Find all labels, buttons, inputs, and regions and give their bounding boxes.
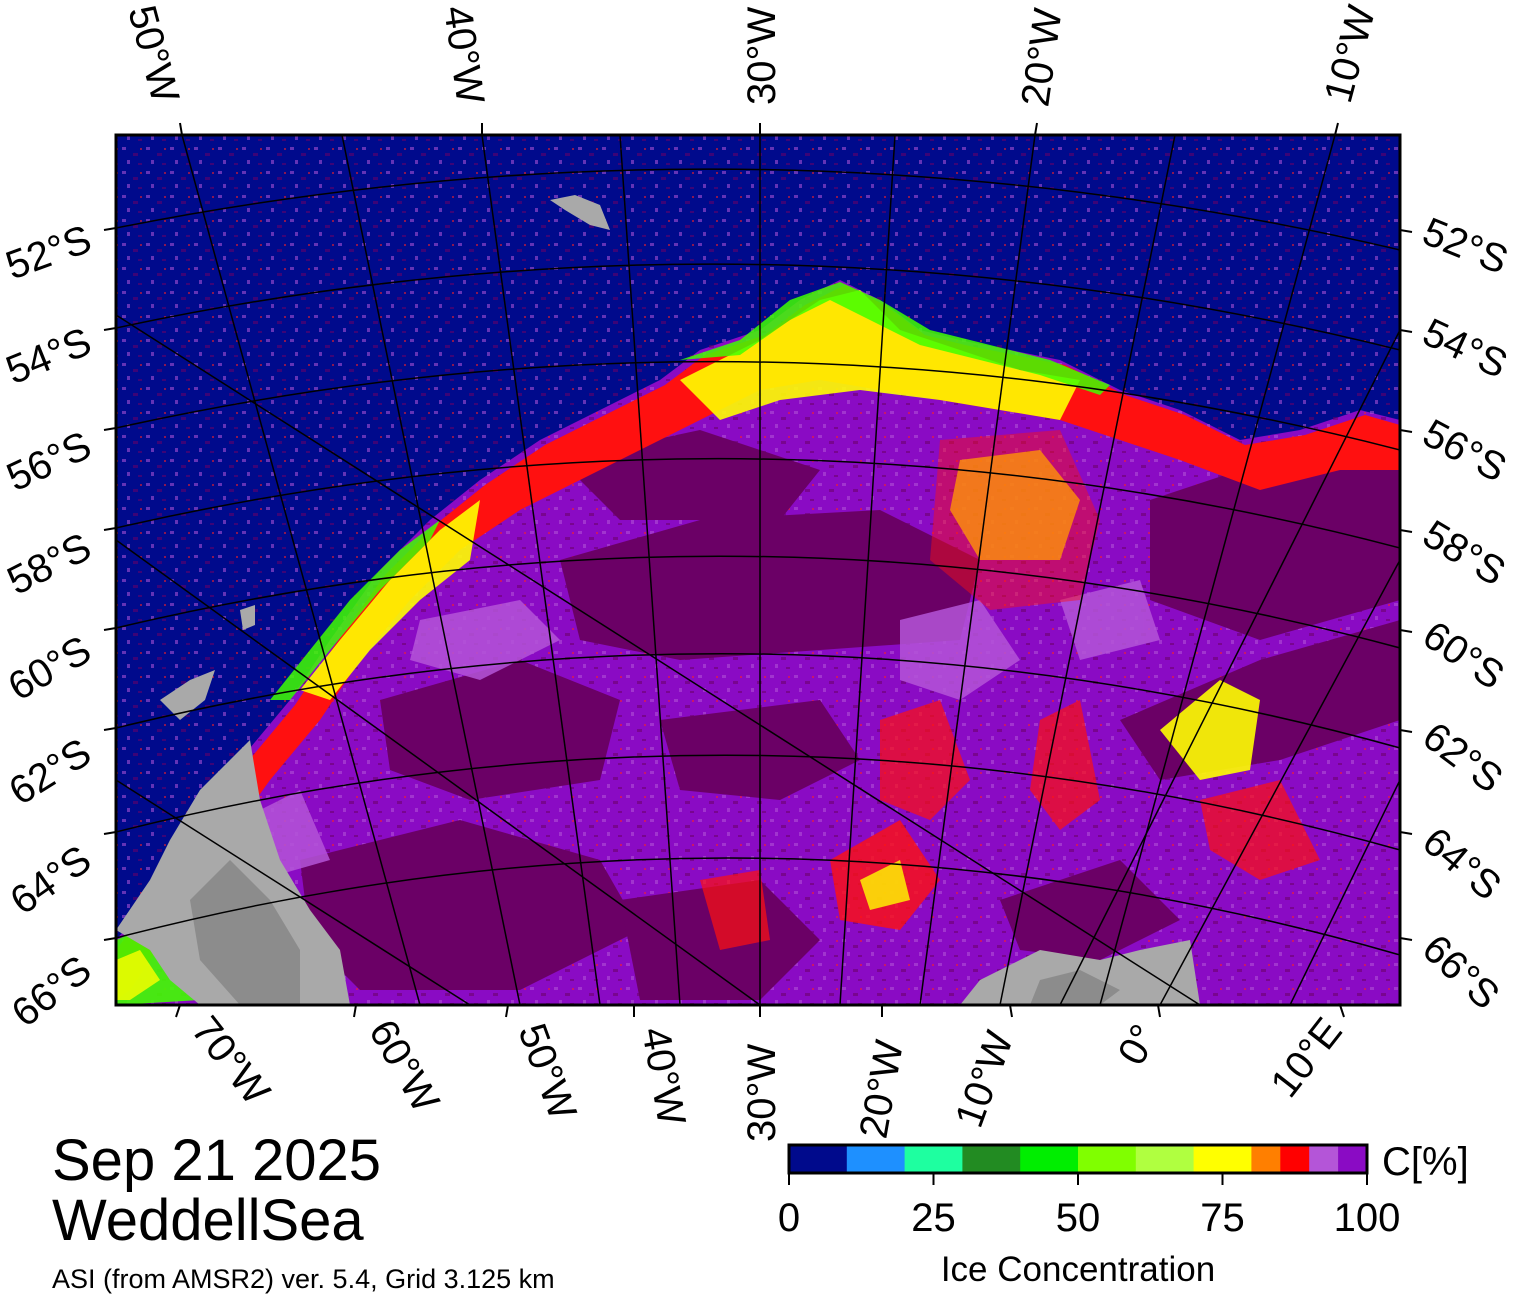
bottom-lon-label: 20°W xyxy=(852,1037,912,1142)
left-lat-label: 66°S xyxy=(4,947,100,1035)
right-lat-label: 58°S xyxy=(1415,512,1512,595)
bottom-lon-label: 40°W xyxy=(633,1024,693,1129)
top-lon-label: 50°W xyxy=(119,1,187,108)
colorbar-cell xyxy=(904,1145,963,1173)
bottom-lon-label: 50°W xyxy=(510,1018,585,1126)
right-lat-label: 62°S xyxy=(1415,714,1511,802)
colorbar-cell xyxy=(1020,1145,1079,1173)
frame-ticks xyxy=(103,122,1413,1018)
colorbar-tick-label: 25 xyxy=(911,1196,956,1240)
left-lat-label: 64°S xyxy=(3,837,100,923)
colorbar-tick-label: 0 xyxy=(777,1196,801,1240)
top-lon-label: 20°W xyxy=(1013,6,1070,110)
map-field xyxy=(116,135,1400,1005)
left-lat-label: 60°S xyxy=(1,628,98,710)
top-lon-label: 10°W xyxy=(1316,1,1384,108)
bottom-lon-label: 70°W xyxy=(183,1008,278,1113)
right-lat-label: 52°S xyxy=(1417,210,1514,283)
right-lat-label: 56°S xyxy=(1416,411,1514,491)
colorbar-cell xyxy=(1078,1145,1137,1173)
left-lat-label: 62°S xyxy=(2,730,99,814)
colorbar xyxy=(789,1145,1368,1173)
bottom-lon-label: 60°W xyxy=(360,1013,447,1120)
right-lat-label: 54°S xyxy=(1416,310,1514,387)
colorbar-cell xyxy=(1280,1145,1310,1173)
colorbar-cell xyxy=(1193,1145,1252,1173)
product-note: ASI (from AMSR2) ver. 5.4, Grid 3.125 km xyxy=(52,1264,555,1294)
meridian-lines xyxy=(116,135,1400,1005)
map-region: WeddellSea xyxy=(52,1188,364,1253)
ice-edge xyxy=(116,282,1400,1005)
colorbar-cell xyxy=(1251,1145,1281,1173)
colorbar-cell xyxy=(1309,1145,1339,1173)
colorbar-ticks xyxy=(788,1173,1368,1185)
left-lat-label: 58°S xyxy=(0,525,98,604)
left-lat-label: 54°S xyxy=(0,320,97,393)
colorbar-cell xyxy=(789,1145,848,1173)
right-lat-label: 60°S xyxy=(1415,613,1512,698)
colorbar-cell xyxy=(1338,1145,1368,1173)
top-longitude-labels: 50°W 40°W 30°W 20°W 10°W xyxy=(119,1,1384,109)
right-latitude-labels: 52°S 54°S 56°S 58°S 60°S 62°S 64°S 66°S xyxy=(1414,210,1514,1018)
left-latitude-labels: 52°S 54°S 56°S 58°S 60°S 62°S 64°S 66°S xyxy=(0,217,99,1036)
loose-ice xyxy=(240,580,1160,880)
latitude-lines xyxy=(116,168,1400,956)
bottom-lon-label: 10°W xyxy=(947,1025,1022,1133)
colorbar-cell xyxy=(1135,1145,1195,1173)
top-lon-label: 40°W xyxy=(435,3,492,107)
right-lat-label: 64°S xyxy=(1414,819,1509,909)
left-lat-label: 52°S xyxy=(0,217,97,288)
colorbar-tick-label: 75 xyxy=(1200,1196,1245,1240)
bottom-lon-label: 30°W xyxy=(740,1044,784,1142)
bottom-longitude-labels: 70°W 60°W 50°W 40°W 30°W 20°W 10°W 0° 10… xyxy=(183,1008,1351,1142)
colorbar-unit: C[%] xyxy=(1382,1140,1469,1184)
bottom-lon-label: 0° xyxy=(1110,1017,1167,1072)
colorbar-tick-label: 50 xyxy=(1055,1196,1101,1240)
colorbar-cell xyxy=(846,1145,906,1173)
colorbar-cell xyxy=(962,1145,1021,1173)
bottom-lon-label: 10°E xyxy=(1262,1010,1350,1106)
map-frame xyxy=(114,133,1402,1007)
top-lon-label: 30°W xyxy=(740,7,784,105)
colorbar-tick-label: 100 xyxy=(1333,1196,1401,1240)
colorbar-title: Ice Concentration xyxy=(940,1250,1216,1289)
left-lat-label: 56°S xyxy=(0,423,98,500)
right-lat-label: 66°S xyxy=(1414,926,1508,1018)
map-date: Sep 21 2025 xyxy=(52,1128,381,1193)
land xyxy=(116,195,1200,1005)
